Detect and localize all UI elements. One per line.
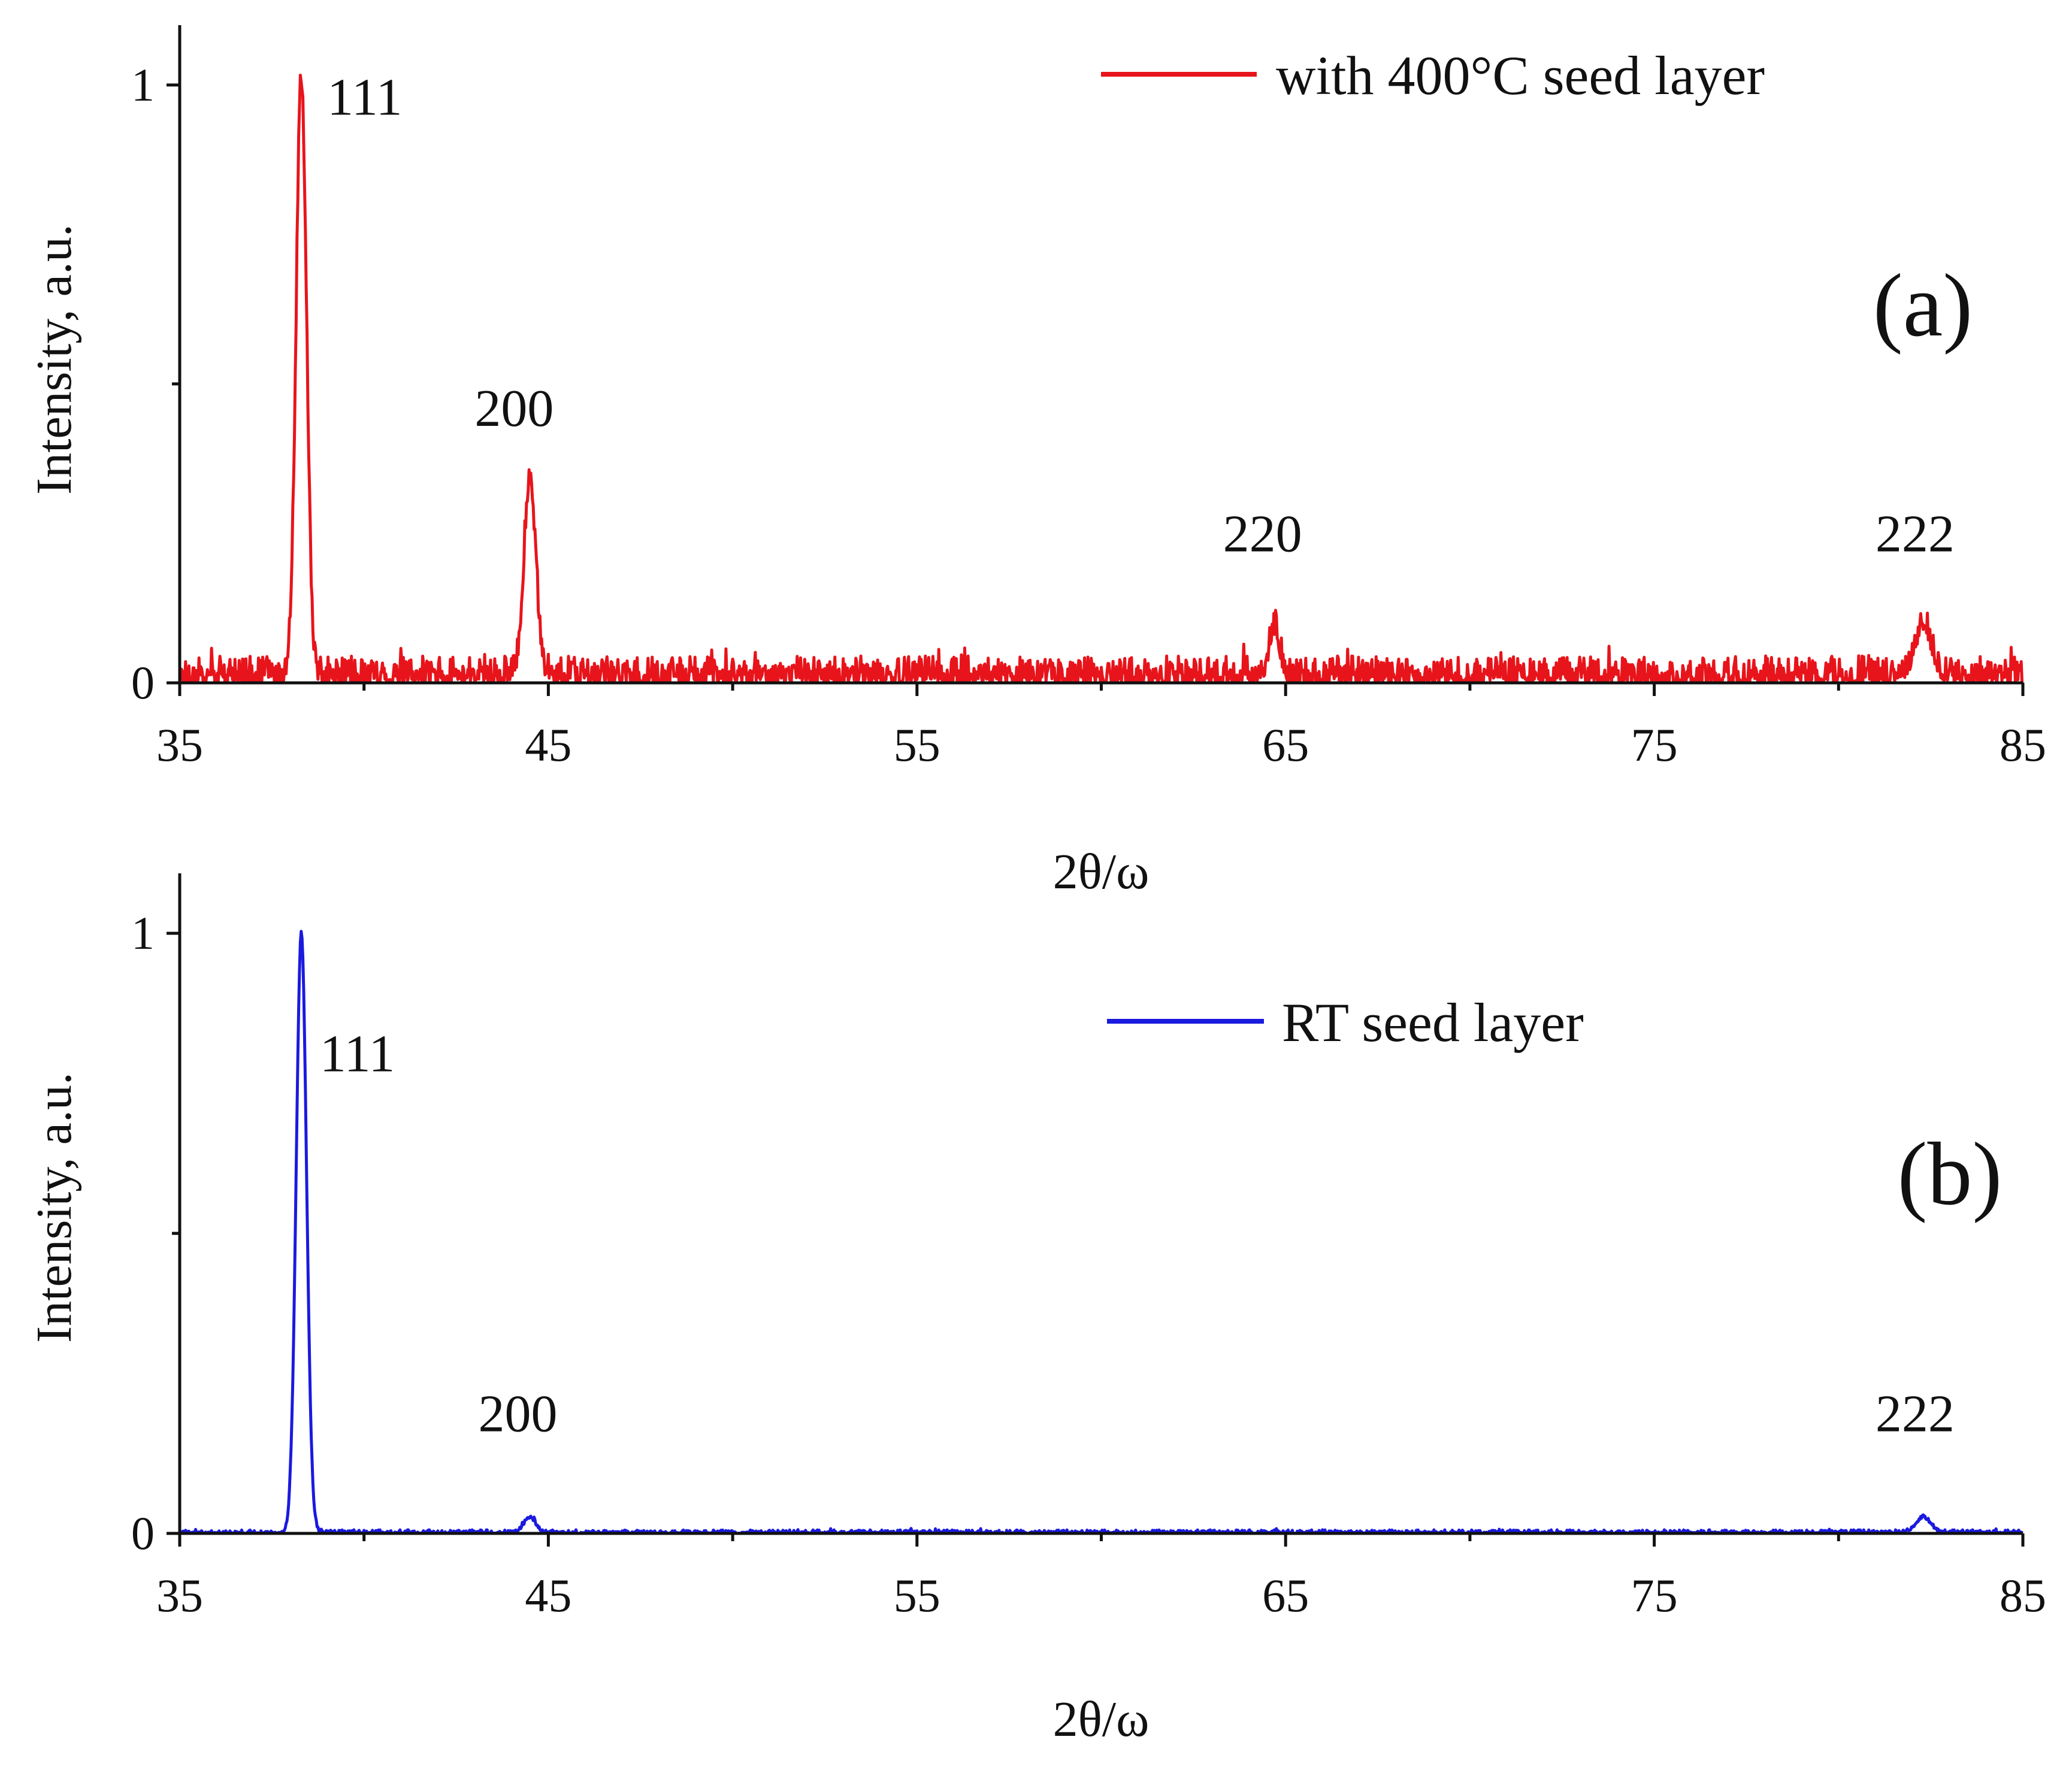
legend-label: RT seed layer [1282,992,1584,1053]
y-axis-title: Intensity, a.u. [26,1072,82,1343]
x-axis-title: 2θ/ω [1053,844,1150,900]
peak-label-220: 220 [1223,505,1302,563]
x-axis-title: 2θ/ω [1053,1692,1150,1747]
x-tick-label: 65 [1262,719,1309,771]
y-tick-label: 1 [131,907,155,959]
y-tick-label: 0 [131,656,155,709]
panel-label: (b) [1898,1124,2003,1224]
x-tick-label: 35 [156,719,203,771]
peak-label-200: 200 [478,1385,557,1444]
panel-a: 111 200 220 222 35 45 55 65 75 85 0 1 Intensity, a… [26,25,2046,900]
peak-label-222: 222 [1876,505,1955,563]
y-tick-label: 0 [131,1507,155,1559]
x-tick-label: 35 [156,1569,203,1621]
peak-label-222: 222 [1876,1385,1955,1444]
series-line [178,74,2025,685]
y-tick-label: 1 [131,59,155,111]
x-tick-label: 75 [1631,1569,1678,1621]
x-tick-label: 85 [2000,1569,2046,1621]
panel-label: (a) [1873,256,1973,355]
legend: with 400°C seed layer [1101,45,1765,106]
x-tick-label: 45 [525,1569,571,1621]
x-tick-label: 55 [894,1569,940,1621]
peak-label-111: 111 [320,1025,395,1084]
peak-label-111: 111 [327,69,402,127]
x-tick-label: 55 [894,719,940,771]
legend: RT seed layer [1107,992,1584,1053]
x-tick-label: 45 [525,719,571,771]
peak-label-200: 200 [474,380,553,438]
x-tick-label: 65 [1262,1569,1309,1621]
panel-b: 111 200 222 35 45 55 65 75 85 0 1 Intensity, a.u.… [26,873,2046,1747]
x-tick-label: 75 [1631,719,1678,771]
legend-label: with 400°C seed layer [1276,45,1765,106]
x-tick-label: 85 [2000,719,2046,771]
y-axis-title: Intensity, a.u. [26,224,82,495]
